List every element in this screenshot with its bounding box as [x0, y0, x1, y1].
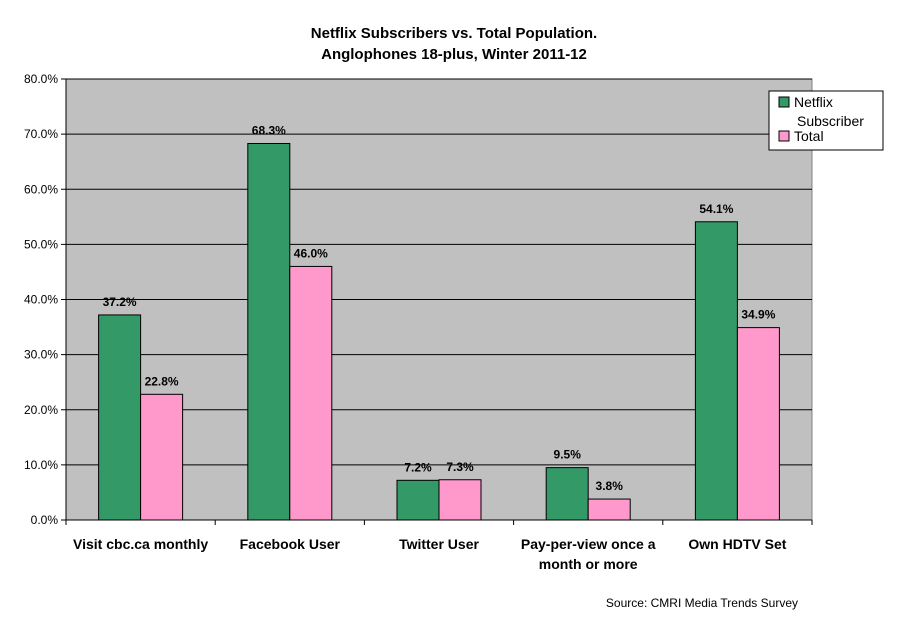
bar-netflix [247, 142, 291, 521]
source-note: Source: CMRI Media Trends Survey [606, 596, 798, 610]
category-label: Own HDTV Set [688, 536, 786, 552]
y-tick-label: 10.0% [24, 458, 58, 472]
legend-label-total: Total [794, 128, 824, 144]
data-label: 34.9% [741, 308, 775, 322]
data-label: 9.5% [554, 448, 582, 462]
category-label: Pay-per-view once a [521, 536, 656, 552]
bar-total [140, 393, 184, 521]
gridlines [66, 78, 812, 466]
category-label: month or more [539, 556, 638, 572]
legend-label-netflix-line-2: Subscriber [797, 113, 864, 129]
y-tick-label: 0.0% [31, 513, 59, 527]
y-tick-label: 80.0% [24, 72, 58, 86]
y-tick-label: 40.0% [24, 293, 58, 307]
bar-total [438, 479, 482, 521]
chart-title-line-1: Netflix Subscribers vs. Total Population… [311, 25, 597, 42]
bar-netflix [545, 467, 589, 521]
data-labels: 37.2% 22.8% 68.3% 46.0% 7.2% 7.3% 9.5% 3.8% 54.1… [103, 123, 776, 493]
bar-netflix [694, 221, 738, 521]
data-label: 37.2% [103, 295, 137, 309]
bar-netflix [98, 314, 142, 521]
y-axis-tick-labels: 0.0% 10.0% 20.0% 30.0% 40.0% 50.0% 60.0% 70.0% 8… [24, 72, 58, 527]
legend-swatch-total [778, 130, 790, 142]
bar-total [587, 498, 631, 521]
y-tick-label: 70.0% [24, 127, 58, 141]
axes [61, 78, 813, 525]
data-label: 7.3% [446, 460, 474, 474]
y-tick-label: 60.0% [24, 182, 58, 196]
category-label: Facebook User [240, 536, 341, 552]
chart-title-line-2: Anglophones 18-plus, Winter 2011-12 [321, 46, 587, 63]
data-label: 46.0% [294, 246, 328, 260]
y-tick-label: 50.0% [24, 237, 58, 251]
x-axis-category-labels: Visit cbc.ca monthly Facebook User Twitter… [73, 536, 787, 572]
data-label: 7.2% [404, 460, 432, 474]
y-tick-label: 20.0% [24, 403, 58, 417]
data-label: 3.8% [596, 479, 624, 493]
legend-swatch-netflix [778, 96, 790, 108]
data-label: 22.8% [145, 374, 179, 388]
bar-total [289, 265, 333, 521]
bars [98, 142, 780, 521]
data-label: 68.3% [252, 123, 286, 137]
legend-label-netflix-line-1: Netflix [794, 94, 833, 110]
category-label: Twitter User [399, 536, 479, 552]
y-tick-label: 30.0% [24, 348, 58, 362]
data-label: 54.1% [699, 202, 733, 216]
bar-total [736, 327, 780, 521]
legend: Netflix Subscriber Total [768, 90, 884, 151]
category-label: Visit cbc.ca monthly [73, 536, 208, 552]
bar-netflix [396, 479, 440, 521]
